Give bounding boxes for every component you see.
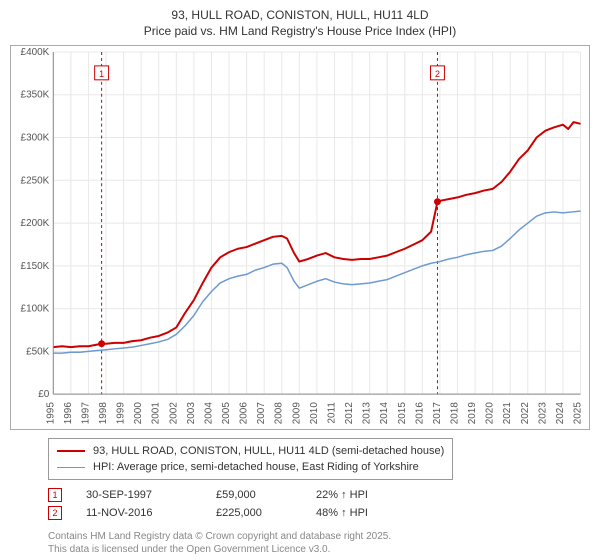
marker-number-box: 2 — [48, 506, 62, 520]
chart-title: 93, HULL ROAD, CONISTON, HULL, HU11 4LD … — [10, 8, 590, 39]
legend-label: HPI: Average price, semi-detached house,… — [93, 461, 419, 473]
svg-text:£200K: £200K — [21, 218, 50, 229]
marker-date: 30-SEP-1997 — [86, 489, 216, 501]
svg-text:2011: 2011 — [326, 402, 337, 424]
svg-text:1995: 1995 — [45, 402, 56, 425]
svg-text:2016: 2016 — [414, 402, 425, 425]
svg-text:2: 2 — [435, 69, 440, 79]
svg-text:2014: 2014 — [379, 402, 390, 425]
legend-item: HPI: Average price, semi-detached house,… — [57, 459, 444, 475]
sale-marker-table: 1 30-SEP-1997£59,00022% ↑ HPI 2 11-NOV-2016… — [48, 486, 590, 522]
marker-row: 2 11-NOV-2016£225,00048% ↑ HPI — [48, 504, 590, 522]
svg-text:£100K: £100K — [21, 304, 50, 315]
marker-number-box: 1 — [48, 488, 62, 502]
marker-pct: 22% ↑ HPI — [316, 489, 426, 501]
svg-text:2007: 2007 — [256, 402, 267, 425]
svg-text:2005: 2005 — [221, 402, 232, 425]
legend-label: 93, HULL ROAD, CONISTON, HULL, HU11 4LD … — [93, 445, 444, 457]
footnote-line-2: This data is licensed under the Open Gov… — [48, 543, 590, 556]
svg-text:2022: 2022 — [520, 402, 531, 425]
legend-swatch — [57, 467, 85, 468]
footnote: Contains HM Land Registry data © Crown c… — [48, 530, 590, 556]
svg-text:2021: 2021 — [502, 402, 513, 425]
svg-text:£0: £0 — [38, 389, 50, 400]
svg-text:£350K: £350K — [21, 90, 50, 101]
legend-item: 93, HULL ROAD, CONISTON, HULL, HU11 4LD … — [57, 443, 444, 459]
svg-text:1999: 1999 — [116, 402, 127, 425]
svg-text:£400K: £400K — [21, 47, 50, 58]
chart-plot-area: £0 £50K £100K £150K £200K £250K £300K £350K £400… — [10, 45, 590, 430]
svg-text:2012: 2012 — [344, 402, 355, 425]
svg-text:£250K: £250K — [21, 175, 50, 186]
svg-text:2024: 2024 — [555, 402, 566, 425]
chart-svg: £0 £50K £100K £150K £200K £250K £300K £350K £400… — [11, 46, 589, 429]
svg-text:2004: 2004 — [203, 402, 214, 425]
svg-text:2019: 2019 — [467, 402, 478, 425]
svg-text:2002: 2002 — [168, 402, 179, 425]
svg-text:£50K: £50K — [26, 347, 50, 358]
svg-text:£300K: £300K — [21, 133, 50, 144]
marker-pct: 48% ↑ HPI — [316, 507, 426, 519]
svg-text:2018: 2018 — [450, 402, 461, 425]
svg-text:2003: 2003 — [186, 402, 197, 425]
svg-text:2009: 2009 — [291, 402, 302, 425]
svg-text:1997: 1997 — [80, 402, 91, 425]
svg-text:2001: 2001 — [151, 402, 162, 425]
svg-text:1: 1 — [99, 69, 104, 79]
svg-text:1996: 1996 — [63, 402, 74, 425]
legend-box: 93, HULL ROAD, CONISTON, HULL, HU11 4LD … — [48, 438, 453, 480]
legend-swatch — [57, 450, 85, 452]
title-line-2: Price paid vs. HM Land Registry's House … — [10, 24, 590, 40]
svg-text:2000: 2000 — [133, 402, 144, 425]
svg-text:£150K: £150K — [21, 261, 50, 272]
marker-price: £225,000 — [216, 507, 316, 519]
svg-text:2025: 2025 — [573, 402, 584, 425]
svg-text:2023: 2023 — [537, 402, 548, 425]
chart-container: 93, HULL ROAD, CONISTON, HULL, HU11 4LD … — [0, 0, 600, 560]
svg-text:2010: 2010 — [309, 402, 320, 425]
svg-text:2006: 2006 — [239, 402, 250, 425]
marker-date: 11-NOV-2016 — [86, 507, 216, 519]
svg-text:2008: 2008 — [274, 402, 285, 425]
svg-text:2020: 2020 — [485, 402, 496, 425]
marker-price: £59,000 — [216, 489, 316, 501]
svg-text:2017: 2017 — [432, 402, 443, 425]
svg-text:1998: 1998 — [98, 402, 109, 425]
title-line-1: 93, HULL ROAD, CONISTON, HULL, HU11 4LD — [10, 8, 590, 24]
svg-text:2015: 2015 — [397, 402, 408, 425]
marker-row: 1 30-SEP-1997£59,00022% ↑ HPI — [48, 486, 590, 504]
svg-text:2013: 2013 — [362, 402, 373, 425]
footnote-line-1: Contains HM Land Registry data © Crown c… — [48, 530, 590, 543]
